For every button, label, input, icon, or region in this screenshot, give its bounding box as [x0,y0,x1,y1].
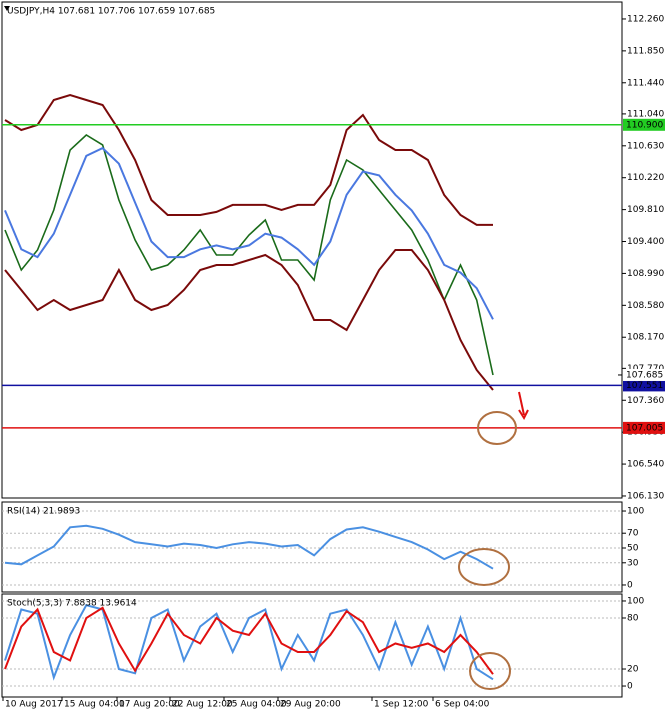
series-line [4,524,494,570]
y-tick-label: 80 [627,613,639,623]
x-tick-label: 25 Aug 04:00 [226,700,287,710]
panel-title: Stoch(5,3,3) 7.8838 13.9614 [7,599,137,609]
y-tick-label: 30 [627,558,639,568]
series-line [4,606,494,675]
stoch-circle [469,652,511,690]
y-tick-label: 107.360 [627,396,664,406]
panel-title: RSI(14) 21.9893 [7,507,80,517]
level-label-box [623,118,665,131]
target-circle [477,411,517,445]
series-line [4,134,494,376]
y-tick-label: 110.220 [627,173,664,183]
x-tick-label: 15 Aug 04:00 [64,700,125,710]
level-label-box [623,421,665,434]
panel-title: USDJPY,H4 107.681 107.706 107.659 107.68… [7,7,215,17]
series-line [4,146,494,320]
menu-arrow [4,6,10,11]
y-tick-label: 108.580 [627,301,664,311]
series-line [4,93,493,226]
x-tick-label: 6 Sep 04:00 [435,700,490,710]
level-label-box [623,379,665,392]
y-tick-label: 108.990 [627,269,664,279]
y-tick-label: 106.130 [627,491,664,501]
x-tick-label: 17 Aug 20:00 [119,700,180,710]
level-label: 107.005 [626,423,663,433]
x-tick-label: 1 Sep 12:00 [374,700,429,710]
rsi-circle [458,548,510,586]
y-tick-label: 111.040 [627,109,664,119]
panel-frame [1,1,623,499]
x-tick-label: 10 Aug 2017 [5,700,63,710]
x-tick-label: 22 Aug 12:00 [172,700,233,710]
current-price-box [623,368,665,381]
y-tick-label: 109.810 [627,205,664,215]
arrow [518,391,529,421]
level-label: 107.551 [626,381,663,391]
y-tick-label: 20 [627,665,639,675]
y-tick-label: 111.440 [627,78,664,88]
y-tick-label: 110.630 [627,141,664,151]
panel-frame [1,501,623,593]
y-tick-label: 106.540 [627,460,664,470]
y-tick-label: 107.770 [627,364,664,374]
y-tick-label: 108.170 [627,333,664,343]
series-line [4,604,494,681]
y-tick-label: 112.260 [627,14,664,24]
x-tick-label: 29 Aug 20:00 [280,700,341,710]
level-label: 110.900 [626,120,663,130]
y-tick-label: 70 [627,529,639,539]
y-tick-label: 100 [627,596,644,606]
y-tick-label: 0 [627,682,633,692]
y-tick-label: 0 [627,580,633,590]
current-price-label: 107.685 [626,370,663,380]
y-tick-label: 109.400 [627,237,664,247]
y-tick-label: 50 [627,543,639,553]
series-line [4,249,494,391]
y-tick-label: 100 [627,507,644,517]
panel-frame [1,593,623,698]
y-tick-label: 111.850 [627,46,664,56]
